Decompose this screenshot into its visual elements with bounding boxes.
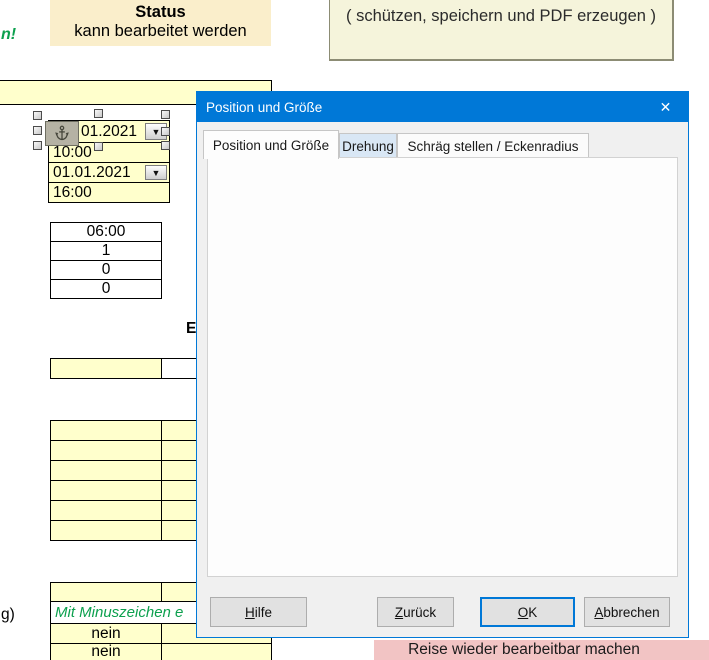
selection-handle[interactable] (94, 109, 103, 118)
summary-cell: 1 (50, 241, 162, 261)
make-editable-button[interactable]: Reise wieder bearbeitbar machen (374, 640, 709, 660)
status-box: Status kann bearbeitet werden (50, 0, 271, 46)
nein-cell: nein (50, 623, 162, 644)
nein-cell: nein (50, 643, 162, 660)
help-button[interactable]: Hilfe (210, 597, 307, 627)
dropdown-arrow-icon[interactable]: ▼ (145, 165, 167, 180)
tab-rotation[interactable]: Drehung (339, 133, 397, 158)
close-icon[interactable]: ✕ (659, 98, 672, 115)
sheet-cell (50, 520, 162, 541)
summary-cell: 0 (50, 279, 162, 299)
label-fragment: g) (1, 606, 15, 623)
selection-handle[interactable] (161, 110, 170, 119)
summary-cell: 06:00 (50, 222, 162, 242)
tab-slant-corner-radius[interactable]: Schräg stellen / Eckenradius (397, 133, 589, 158)
tab-panel (207, 157, 678, 577)
green-text-fragment: n! (1, 26, 17, 43)
partial-letter: E (186, 320, 197, 337)
anchor-icon (45, 121, 79, 146)
protect-save-pdf-button[interactable]: ( schützen, speichern und PDF erzeugen ) (329, 0, 674, 61)
tab-position-size[interactable]: Position und Größe (203, 130, 339, 159)
time-to-cell[interactable]: 16:00 (48, 182, 170, 203)
position-size-dialog: Position und Größe ✕ Position und Größe … (196, 91, 689, 638)
status-title: Status (135, 3, 186, 21)
cancel-button[interactable]: Abbrechen (584, 597, 670, 627)
back-button[interactable]: Zurück (377, 597, 454, 627)
selection-handle[interactable] (33, 111, 42, 120)
sheet-cell (50, 500, 162, 521)
sheet-cell (50, 440, 162, 461)
sheet-cell (50, 420, 162, 441)
sheet-cell (50, 480, 162, 501)
dialog-title: Position und Größe (206, 99, 323, 115)
dialog-titlebar[interactable]: Position und Größe ✕ (197, 92, 688, 122)
status-subtitle: kann bearbeitet werden (74, 22, 247, 40)
selection-handle[interactable] (33, 126, 42, 135)
ok-button[interactable]: OK (480, 597, 575, 627)
sheet-cell (50, 358, 162, 379)
sheet-cell (161, 643, 272, 660)
selection-handle[interactable] (161, 127, 170, 136)
selection-handle[interactable] (33, 141, 42, 150)
selection-handle[interactable] (94, 142, 103, 151)
sheet-cell (50, 460, 162, 481)
date-to-combobox[interactable]: 01.01.2021 ▼ (48, 162, 170, 183)
time-from-cell[interactable]: 10:00 (48, 142, 170, 163)
selection-handle[interactable] (161, 141, 170, 150)
summary-cell: 0 (50, 260, 162, 280)
sheet-cell (50, 582, 162, 602)
